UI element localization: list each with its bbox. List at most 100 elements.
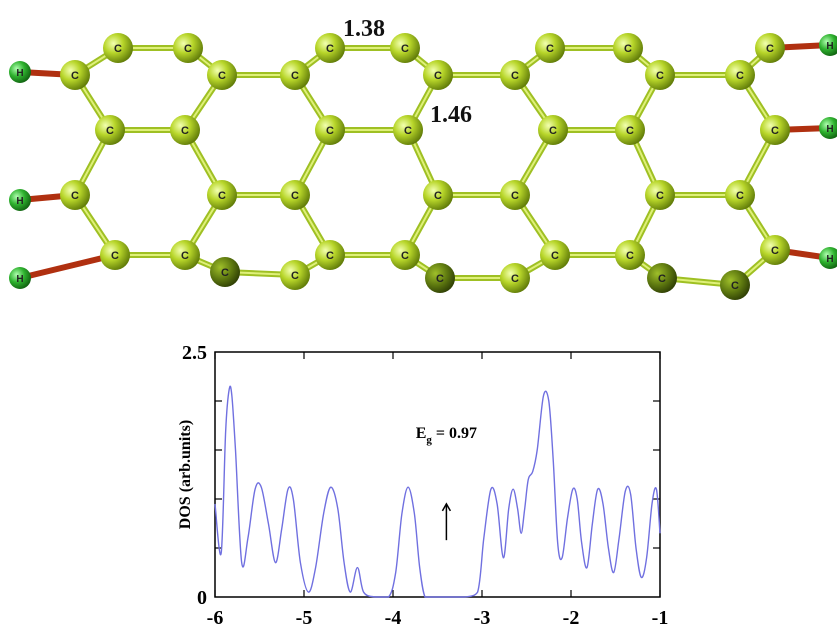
carbon-atom-label: C — [771, 245, 779, 257]
carbon-atom-label: C — [181, 250, 189, 262]
carbon-atom-label: C — [326, 125, 334, 137]
carbon-atom — [645, 180, 675, 210]
carbon-atom-label: C — [71, 190, 79, 202]
tick-labels: -6 -5 -4 -3 -2 -1 0 2.5 — [182, 342, 668, 625]
carbon-atom-label: C — [221, 267, 229, 279]
carbon-atom — [390, 240, 420, 270]
dos-chart: -6 -5 -4 -3 -2 -1 0 2.5 DOS (arb.units) Eg = 0.… — [177, 342, 668, 625]
carbon-atom-label: C — [736, 190, 744, 202]
carbon-atom-label: C — [404, 125, 412, 137]
carbon-atom-label: C — [626, 125, 634, 137]
annotation-value: = 0.97 — [432, 425, 477, 442]
carbon-atom — [615, 240, 645, 270]
carbon-atom-label: C — [549, 125, 557, 137]
carbon-atom-label: C — [71, 70, 79, 82]
carbon-atom — [425, 263, 455, 293]
x-tick-label: -5 — [296, 607, 313, 625]
x-tick-label: -4 — [385, 607, 402, 625]
graphene-nanoribbon: H H H H H H C C C C C C C C C C C C C C C C C C C C C C C C C C C C C C C C C… — [9, 16, 837, 300]
carbon-atom-label: C — [401, 250, 409, 262]
carbon-atom-label: C — [291, 190, 299, 202]
carbon-atom — [647, 263, 677, 293]
annotation-symbol: E — [416, 425, 427, 442]
carbon-atom-label: C — [551, 250, 559, 262]
carbon-atom-label: C — [771, 125, 779, 137]
carbon-atom — [60, 180, 90, 210]
carbon-atom — [173, 33, 203, 63]
y-tick-label: 2.5 — [182, 342, 207, 364]
carbon-atom-label: C — [434, 190, 442, 202]
bond-length-label-top: 1.38 — [343, 16, 385, 42]
hydrogen-atom — [9, 267, 31, 289]
band-gap-annotation: Eg = 0.97 — [416, 425, 477, 446]
carbon-atom-label: C — [111, 250, 119, 262]
carbon-atom — [60, 60, 90, 90]
carbon-atom-label: C — [656, 70, 664, 82]
carbon-atom-label: C — [511, 70, 519, 82]
carbon-atom-label: C — [401, 43, 409, 55]
carbon-atom — [613, 33, 643, 63]
carbon-atom — [95, 115, 125, 145]
hydrogen-atom — [819, 117, 837, 139]
hydrogen-atom-label: H — [826, 254, 833, 265]
carbon-atom-label: C — [511, 190, 519, 202]
bond-length-label-middle: 1.46 — [430, 102, 472, 128]
carbon-atom-label: C — [658, 273, 666, 285]
carbon-atom-label: C — [626, 250, 634, 262]
carbon-atom-label: C — [436, 273, 444, 285]
x-tick-label: -6 — [207, 607, 224, 625]
carbon-atom-label: C — [624, 43, 632, 55]
carbon-atom-label: C — [326, 250, 334, 262]
carbon-atom — [725, 180, 755, 210]
carbon-atom — [280, 60, 310, 90]
hydrogen-atom — [9, 189, 31, 211]
hydrogen-atom-label: H — [826, 124, 833, 135]
carbon-atom — [315, 115, 345, 145]
carbon-atom-label: C — [184, 43, 192, 55]
band-gap-arrowhead — [441, 502, 452, 512]
carbon-atom-label: C — [218, 70, 226, 82]
carbon-atom-label: C — [218, 190, 226, 202]
carbon-atom — [535, 33, 565, 63]
carbon-atom — [393, 115, 423, 145]
y-tick-label: 0 — [197, 587, 207, 609]
plot-frame — [214, 351, 661, 598]
carbon-atom — [725, 60, 755, 90]
carbon-atom — [645, 60, 675, 90]
carbon-atom — [615, 115, 645, 145]
carbon-atom — [103, 33, 133, 63]
hydrogen-atom — [819, 34, 837, 56]
hydrogen-atom-label: H — [16, 68, 23, 79]
carbon-atom-label: C — [106, 125, 114, 137]
carbon-atom — [760, 115, 790, 145]
hydrogen-atom-label: H — [826, 41, 833, 52]
x-tick-label: -3 — [474, 607, 491, 625]
hydrogen-atom-label: H — [16, 274, 23, 285]
hydrogen-atom-label: H — [16, 196, 23, 207]
carbon-atom-label: C — [181, 125, 189, 137]
x-tick-label: -2 — [563, 607, 580, 625]
hydrogen-atoms: H H H H H H — [9, 34, 837, 289]
carbon-atom-label: C — [656, 190, 664, 202]
carbon-atom-label: C — [546, 43, 554, 55]
carbon-atom — [720, 270, 750, 300]
y-axis-label: DOS (arb.units) — [177, 420, 194, 529]
x-tick-label: -1 — [652, 607, 669, 625]
ch-bond — [17, 252, 118, 281]
carbon-atom-label: C — [511, 273, 519, 285]
carbon-atom — [760, 235, 790, 265]
hydrogen-atom — [9, 61, 31, 83]
carbon-atom — [280, 180, 310, 210]
carbon-atom — [755, 33, 785, 63]
carbon-atom-label: C — [434, 70, 442, 82]
carbon-atom — [500, 180, 530, 210]
carbon-atom-label: C — [114, 43, 122, 55]
carbon-atom-label: C — [736, 70, 744, 82]
carbon-atom — [315, 240, 345, 270]
carbon-atom-label: C — [291, 270, 299, 282]
carbon-atom — [207, 180, 237, 210]
annotation-subscript: g — [426, 434, 432, 446]
carbon-atom-label: C — [291, 70, 299, 82]
carbon-atom — [100, 240, 130, 270]
